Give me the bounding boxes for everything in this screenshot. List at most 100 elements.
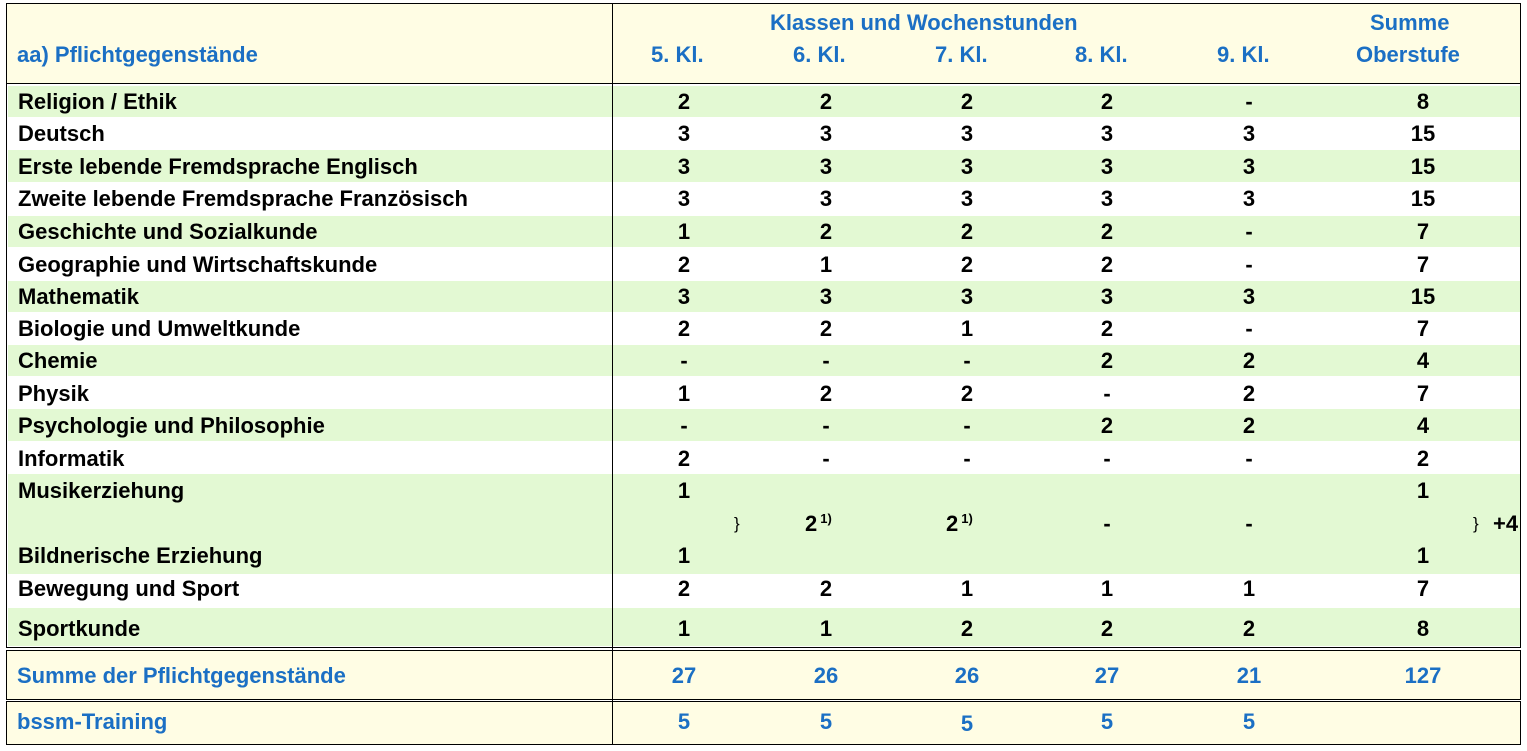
sum-header-line1: Summe [1370,10,1450,35]
training-kl8: 5 [1100,709,1114,734]
total-kl8: 27 [1094,663,1120,688]
hours-cell: 1 [1100,576,1114,601]
training-kl5: 5 [677,709,691,734]
hours-cell: 2 [677,576,691,601]
hours-cell: 2 [1100,316,1114,341]
total-sum: 127 [1404,663,1442,688]
hours-cell: 2 [819,89,833,114]
total-kl7: 26 [954,663,980,688]
hours-cell: 3 [960,121,974,146]
total-label: Summe der Pflichtgegenstände [17,663,346,688]
music-sum: 1 [1416,478,1430,503]
hours-cell: - [680,348,688,373]
subject-name: Bewegung und Sport [18,576,240,601]
hours-cell: 3 [1242,186,1256,211]
hours-cell: 3 [677,121,691,146]
column-divider [612,3,613,745]
hours-cell: 3 [677,186,691,211]
subject-name: Psychologie und Philosophie [18,413,325,438]
subject-name: Deutsch [18,121,105,146]
hours-cell: 3 [1100,154,1114,179]
subject-name: Physik [18,381,89,406]
hours-cell: 1 [677,219,691,244]
arts-kl6: 2 1) [805,511,832,536]
column-header-9: 9. Kl. [1217,42,1270,67]
hours-cell: - [963,348,971,373]
hours-cell: 1 [819,252,833,277]
hours-cell: 2 [1100,616,1114,641]
hours-cell: 2 [960,616,974,641]
arts-kl9: - [1245,511,1253,536]
hours-cell: 3 [819,284,833,309]
row-stripe [8,608,1520,646]
hours-cell: - [963,446,971,471]
hours-cell: 2 [677,252,691,277]
hours-cell: - [1245,446,1253,471]
hours-cell: 2 [1100,413,1114,438]
training-kl7: 5 [960,711,974,736]
brace-right: } [1473,514,1479,533]
header-band [6,3,1521,84]
row-stripe [8,86,1520,117]
footnote-mark: 1) [961,511,973,526]
total-kl9: 21 [1236,663,1262,688]
subject-name: Mathematik [18,284,140,309]
music-kl5: 1 [677,478,691,503]
subject-name: Zweite lebende Fremdsprache Französisch [18,186,468,211]
hours-cell: 2 [677,89,691,114]
hours-cell: 2 [1242,616,1256,641]
hours-cell: 2 [1242,413,1256,438]
hours-cell: - [1245,89,1253,114]
hours-cell: - [963,413,971,438]
hours-cell: 2 [1242,381,1256,406]
hours-cell: 3 [1242,284,1256,309]
hours-cell: 2 [677,446,691,471]
brace-left: } [734,514,740,533]
sum-cell: 7 [1416,381,1430,406]
subject-name: Religion / Ethik [18,89,177,114]
hours-cell: 1 [960,576,974,601]
training-kl6: 5 [819,709,833,734]
sum-cell: 2 [1416,446,1430,471]
sum-cell: 15 [1410,284,1436,309]
subject-name: Erste lebende Fremdsprache Englisch [18,154,418,179]
arts-extra-sum: +4 [1493,511,1519,536]
total-band [6,650,1521,700]
hours-cell: 2 [1100,89,1114,114]
sum-cell: 7 [1416,316,1430,341]
subject-name: Chemie [18,348,98,373]
sum-cell: 15 [1410,121,1436,146]
total-kl6: 26 [813,663,839,688]
subject-music: Musikerziehung [18,478,185,503]
hours-cell: 2 [819,219,833,244]
hours-cell: 3 [960,154,974,179]
sum-header-line2: Oberstufe [1356,42,1460,67]
hours-cell: - [1245,316,1253,341]
hours-cell: 2 [960,89,974,114]
column-header-8: 8. Kl. [1075,42,1128,67]
sum-cell: 15 [1410,154,1436,179]
hours-cell: 1 [677,616,691,641]
row-stripe [8,216,1520,247]
sum-cell: 8 [1416,616,1430,641]
row-stripe [8,150,1520,182]
footnote-mark: 1) [820,511,832,526]
hours-cell: 1 [677,381,691,406]
hours-cell: 2 [960,381,974,406]
hours-cell: - [1245,252,1253,277]
row-stripe [8,474,1520,574]
hours-cell: 2 [1100,252,1114,277]
training-label: bssm-Training [17,709,168,734]
hours-cell: 3 [677,154,691,179]
sum-cell: 7 [1416,576,1430,601]
arts-kl7: 2 1) [946,511,973,536]
hours-cell: 2 [677,316,691,341]
hours-cell: - [680,413,688,438]
hours-cell: 3 [1242,121,1256,146]
sum-cell: 7 [1416,252,1430,277]
hours-cell: 2 [960,219,974,244]
hours-cell: 3 [819,186,833,211]
row-stripe [8,409,1520,441]
subject-name: Geographie und Wirtschaftskunde [18,252,378,277]
